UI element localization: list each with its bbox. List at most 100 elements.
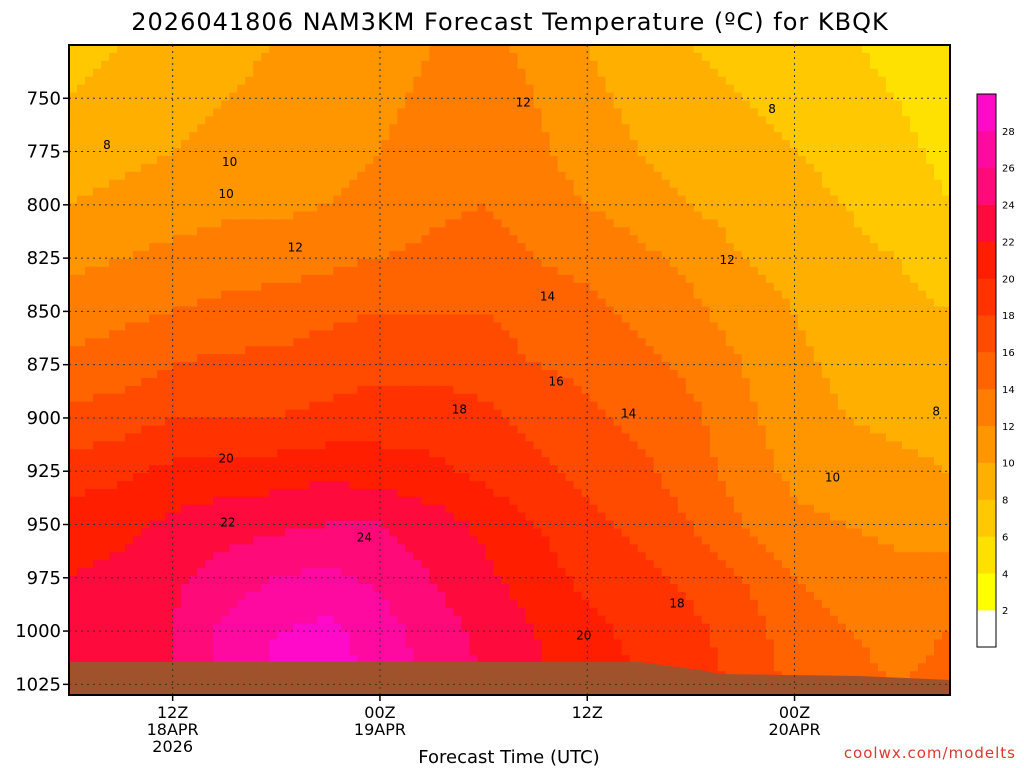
- heat-cell: [325, 60, 334, 70]
- heat-cell: [797, 290, 807, 300]
- heat-cell: [565, 68, 575, 78]
- heat-cell: [597, 243, 607, 252]
- heat-cell: [725, 84, 735, 94]
- heat-cell: [77, 259, 86, 268]
- heat-cell: [325, 377, 334, 387]
- heat-cell: [181, 306, 190, 316]
- heat-cell: [533, 187, 543, 197]
- heat-cell: [269, 187, 278, 197]
- heat-cell: [597, 314, 607, 324]
- heat-cell: [429, 100, 439, 110]
- heat-cell: [885, 171, 895, 181]
- heat-cell: [245, 266, 254, 276]
- heat-cell: [829, 338, 839, 347]
- heat-cell: [789, 259, 799, 268]
- heat-cell: [93, 187, 102, 197]
- heat-cell: [445, 322, 455, 331]
- heat-cell: [405, 259, 414, 268]
- heat-cell: [733, 124, 743, 133]
- heat-cell: [509, 298, 519, 308]
- heat-cell: [533, 330, 543, 339]
- heat-cell: [357, 163, 366, 173]
- heat-cell: [909, 124, 919, 133]
- heat-cell: [237, 68, 246, 78]
- heat-cell: [685, 266, 695, 276]
- heat-cell: [245, 322, 254, 331]
- heat-cell: [453, 108, 463, 117]
- heat-cell: [301, 227, 310, 236]
- heat-cell: [749, 227, 759, 236]
- heat-cell: [285, 290, 294, 300]
- heat-cell: [373, 148, 382, 157]
- heat-cell: [677, 68, 687, 78]
- heat-cell: [173, 84, 182, 94]
- heat-cell: [605, 203, 615, 213]
- heat-cell: [765, 370, 775, 379]
- heat-cell: [293, 132, 302, 141]
- heat-cell: [717, 330, 727, 339]
- heat-cell: [909, 211, 919, 220]
- heat-cell: [653, 132, 663, 141]
- heat-cell: [181, 140, 190, 149]
- heat-cell: [941, 76, 950, 86]
- heat-cell: [837, 140, 847, 149]
- heat-cell: [261, 92, 270, 102]
- heat-cell: [285, 179, 294, 189]
- heat-cell: [685, 346, 695, 355]
- heat-cell: [909, 393, 919, 403]
- heat-cell: [285, 274, 294, 284]
- heat-cell: [893, 203, 903, 213]
- heat-cell: [109, 338, 118, 347]
- heat-cell: [445, 60, 455, 70]
- heat-cell: [429, 243, 439, 252]
- heat-cell: [765, 203, 775, 213]
- heat-cell: [77, 274, 86, 284]
- heat-cell: [773, 377, 783, 387]
- heat-cell: [445, 187, 455, 197]
- heat-cell: [813, 211, 823, 220]
- heat-cell: [461, 52, 471, 62]
- heat-cell: [485, 266, 495, 276]
- heat-cell: [205, 290, 214, 300]
- heat-cell: [93, 243, 102, 252]
- heat-cell: [285, 219, 294, 228]
- heat-cell: [893, 393, 903, 403]
- heat-cell: [869, 171, 879, 181]
- heat-cell: [837, 163, 847, 173]
- heat-cell: [429, 306, 439, 316]
- heat-cell: [541, 124, 551, 133]
- heat-cell: [757, 377, 767, 387]
- heat-cell: [581, 124, 591, 133]
- heat-cell: [677, 235, 687, 244]
- heat-cell: [765, 171, 775, 181]
- heat-cell: [525, 322, 535, 331]
- heat-cell: [893, 377, 903, 387]
- heat-cell: [781, 163, 791, 173]
- heat-cell: [805, 362, 815, 371]
- heat-cell: [821, 84, 831, 94]
- heat-cell: [101, 393, 110, 403]
- heat-cell: [685, 187, 695, 197]
- heat-cell: [397, 179, 406, 189]
- heat-cell: [853, 322, 863, 331]
- heat-cell: [293, 211, 302, 220]
- heat-cell: [285, 45, 294, 54]
- heat-cell: [765, 259, 775, 268]
- heat-cell: [909, 60, 919, 70]
- heat-cell: [773, 314, 783, 324]
- heat-cell: [773, 124, 783, 133]
- heat-cell: [933, 68, 943, 78]
- heat-cell: [237, 195, 246, 205]
- heat-cell: [269, 92, 278, 102]
- heat-cell: [245, 330, 254, 339]
- heat-cell: [621, 45, 631, 54]
- heat-cell: [237, 322, 246, 331]
- heat-cell: [781, 124, 791, 133]
- heat-cell: [101, 330, 110, 339]
- heat-cell: [413, 179, 422, 189]
- heat-cell: [477, 274, 487, 284]
- heat-cell: [733, 354, 743, 363]
- heat-cell: [453, 68, 463, 78]
- heat-cell: [501, 346, 511, 355]
- heat-cell: [189, 377, 198, 387]
